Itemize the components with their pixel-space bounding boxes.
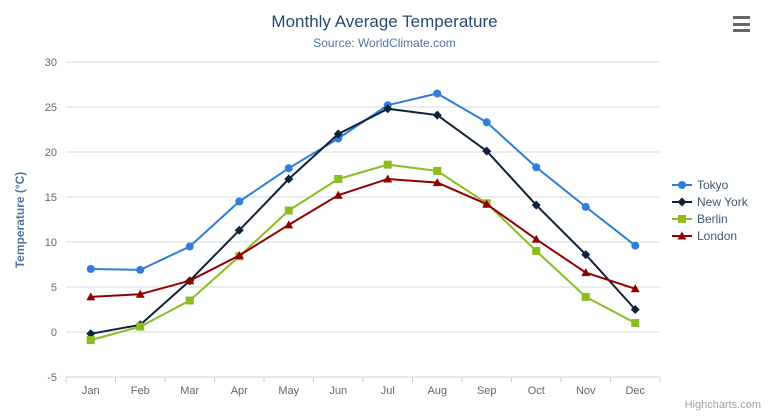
x-axis-label: Nov: [576, 385, 596, 397]
x-axis-label: May: [278, 385, 299, 397]
y-axis-label: -5: [47, 372, 57, 384]
series-point-london[interactable]: [581, 268, 591, 277]
series-point-berlin[interactable]: [185, 296, 194, 305]
series-point-tokyo[interactable]: [581, 202, 590, 211]
series-point-london[interactable]: [284, 220, 294, 229]
y-axis-label: 0: [51, 327, 57, 339]
series-line-tokyo[interactable]: [89, 92, 637, 271]
x-axis-label: Jun: [329, 385, 347, 397]
series-point-new-york[interactable]: [531, 200, 541, 210]
series-point-new-york[interactable]: [284, 174, 294, 184]
series-point-tokyo[interactable]: [284, 164, 293, 173]
export-menu-button[interactable]: [730, 13, 754, 35]
x-axis-label: Sep: [477, 385, 497, 397]
series-point-berlin[interactable]: [532, 247, 541, 255]
series-point-berlin[interactable]: [136, 322, 145, 331]
legend-marker-london[interactable]: [677, 231, 687, 239]
x-axis-label: Mar: [180, 385, 199, 397]
series-line-new-york[interactable]: [89, 107, 637, 335]
series-line-london[interactable]: [89, 178, 637, 298]
x-axis-label: Jul: [381, 385, 395, 397]
series-point-tokyo[interactable]: [532, 163, 541, 172]
series-point-tokyo[interactable]: [433, 89, 442, 98]
series-point-tokyo[interactable]: [86, 265, 95, 273]
x-axis-label: Oct: [528, 385, 545, 397]
credits-link[interactable]: Highcharts.com: [684, 399, 761, 411]
series-point-london[interactable]: [185, 276, 195, 285]
x-axis-label: Apr: [231, 385, 248, 397]
series-point-berlin[interactable]: [383, 160, 392, 169]
series-point-new-york[interactable]: [234, 225, 244, 235]
series-point-tokyo[interactable]: [631, 241, 640, 250]
x-axis-label: Jan: [82, 385, 100, 397]
series-point-berlin[interactable]: [433, 166, 442, 175]
y-axis-label: 25: [45, 102, 57, 114]
circle-marker-icon: [672, 180, 692, 189]
y-axis-label: 15: [45, 192, 57, 204]
series-point-new-york[interactable]: [383, 104, 393, 114]
series-point-new-york[interactable]: [333, 129, 343, 139]
series-point-london[interactable]: [432, 178, 442, 187]
series-point-berlin[interactable]: [334, 175, 343, 183]
series-point-new-york[interactable]: [630, 305, 640, 314]
series-point-berlin[interactable]: [631, 319, 640, 327]
legend-item-tokyo[interactable]: Tokyo: [672, 176, 748, 193]
chart-subtitle: Source: WorldClimate.com: [313, 36, 456, 50]
y-axis-label: 10: [45, 237, 57, 249]
legend-marker-berlin[interactable]: [678, 214, 686, 223]
series-point-london[interactable]: [630, 284, 640, 293]
chart-title: Monthly Average Temperature: [271, 12, 498, 31]
x-axis-label: Dec: [625, 385, 645, 397]
triangle-marker-icon: [672, 231, 692, 239]
y-axis-label: 30: [45, 57, 57, 69]
legend-marker-new-york[interactable]: [677, 197, 687, 206]
legend-label: New York: [697, 194, 748, 209]
legend-item-new-york[interactable]: New York: [672, 193, 748, 210]
legend-label: London: [697, 228, 738, 243]
series-point-berlin[interactable]: [86, 336, 95, 345]
series-point-berlin[interactable]: [581, 292, 590, 301]
series-point-new-york[interactable]: [482, 146, 492, 156]
series-point-new-york[interactable]: [432, 110, 442, 120]
x-axis-label: Feb: [131, 385, 150, 397]
y-axis-label: 20: [45, 147, 57, 159]
y-axis-label: 5: [51, 282, 57, 294]
diamond-marker-icon: [672, 197, 692, 206]
series-point-tokyo[interactable]: [235, 197, 244, 206]
legend-item-london[interactable]: London: [672, 227, 748, 244]
series-point-new-york[interactable]: [86, 329, 96, 339]
legend-label: Berlin: [697, 211, 728, 226]
series-point-london[interactable]: [333, 190, 343, 199]
series-point-berlin[interactable]: [284, 206, 293, 215]
series-point-london[interactable]: [383, 174, 393, 183]
square-marker-icon: [672, 214, 692, 223]
series-point-london[interactable]: [135, 289, 145, 298]
series-point-london[interactable]: [86, 292, 96, 301]
hamburger-menu-icon: [733, 16, 750, 19]
legend-marker-tokyo[interactable]: [678, 180, 686, 189]
legend-label: Tokyo: [697, 177, 729, 192]
series-point-london[interactable]: [234, 251, 244, 259]
series-point-tokyo[interactable]: [136, 265, 145, 274]
legend: Tokyo New York Berlin London: [672, 176, 748, 244]
series-point-tokyo[interactable]: [482, 118, 491, 127]
series-point-london[interactable]: [531, 234, 541, 243]
series-line-berlin[interactable]: [89, 163, 637, 342]
x-axis-label: Aug: [427, 385, 447, 397]
series-point-london[interactable]: [482, 199, 492, 208]
legend-item-berlin[interactable]: Berlin: [672, 210, 748, 227]
series-point-tokyo[interactable]: [185, 242, 194, 251]
series-point-new-york[interactable]: [581, 250, 591, 260]
